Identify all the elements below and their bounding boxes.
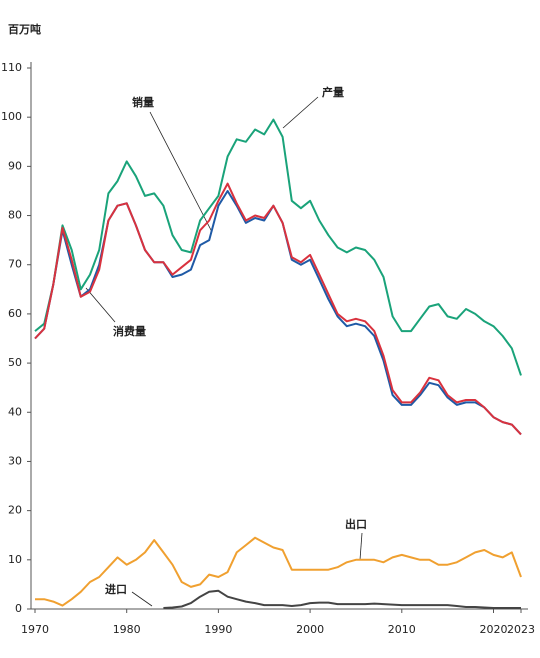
y-axis-label: 百万吨 xyxy=(8,22,41,36)
series-label: 消费量 xyxy=(113,324,146,338)
y-tick-label: 60 xyxy=(8,307,22,320)
y-tick-label: 50 xyxy=(8,356,22,369)
x-tick-label: 1990 xyxy=(204,623,232,636)
series-line xyxy=(34,118,522,376)
series-line xyxy=(163,589,521,609)
x-tick-label: 2010 xyxy=(388,623,416,636)
y-tick-label: 0 xyxy=(15,602,22,615)
y-tick-label: 80 xyxy=(8,209,22,222)
y-tick-label: 90 xyxy=(8,159,22,172)
y-tick-label: 100 xyxy=(1,110,22,123)
x-tick-label: 2023 xyxy=(507,623,535,636)
leader-lines xyxy=(85,96,363,607)
x-tick-label: 2000 xyxy=(296,623,324,636)
x-tick-label: 1980 xyxy=(113,623,141,636)
y-tick-label: 110 xyxy=(1,61,22,74)
series-label: 销量 xyxy=(132,95,154,109)
y-tick-label: 70 xyxy=(8,258,22,271)
y-tick-label: 20 xyxy=(8,504,22,517)
y-tick-label: 40 xyxy=(8,405,22,418)
series-label: 产量 xyxy=(322,85,344,99)
series-line xyxy=(34,182,522,436)
series-line xyxy=(35,536,522,607)
x-tick-label: 2020 xyxy=(479,623,507,636)
series-label: 出口 xyxy=(345,517,367,531)
y-tick-label: 10 xyxy=(8,553,22,566)
series-label: 进口 xyxy=(105,582,127,596)
x-tick-label: 1970 xyxy=(21,623,49,636)
y-tick-label: 30 xyxy=(8,454,22,467)
